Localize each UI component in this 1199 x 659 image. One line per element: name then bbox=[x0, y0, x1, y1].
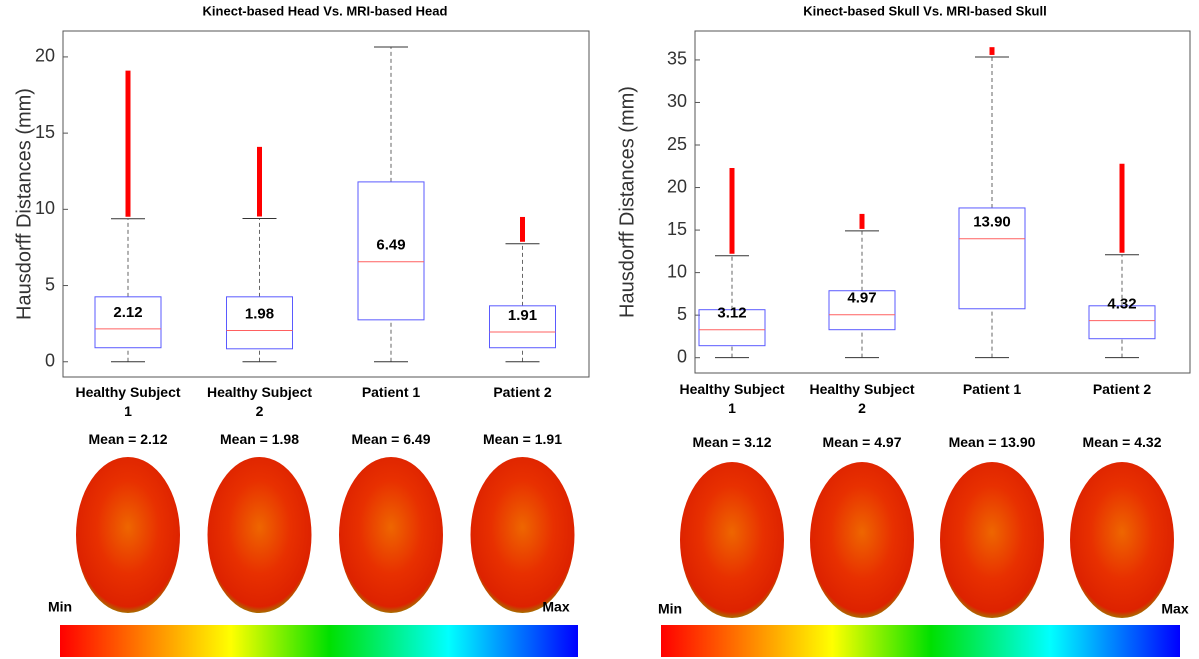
box bbox=[489, 305, 556, 349]
x-tick-label: Healthy Subject 1 bbox=[75, 384, 181, 419]
mean-annotation: Mean = 1.98 bbox=[220, 431, 299, 447]
chart-title: Kinect-based Skull Vs. MRI-based Skull bbox=[803, 3, 1046, 18]
mean-label: 2.12 bbox=[113, 304, 142, 321]
mean-annotation: Mean = 1.91 bbox=[483, 431, 562, 447]
mean-label: 4.97 bbox=[847, 290, 876, 307]
colorbar bbox=[60, 625, 578, 657]
mean-label: 1.91 bbox=[508, 307, 537, 324]
mean-annotation: Mean = 13.90 bbox=[948, 434, 1036, 450]
y-tick-label: 30 bbox=[667, 91, 687, 111]
y-tick-label: 0 bbox=[45, 351, 55, 371]
chart-title: Kinect-based Head Vs. MRI-based Head bbox=[203, 3, 448, 18]
heatmap-image bbox=[940, 462, 1044, 618]
heatmap-image bbox=[207, 457, 312, 613]
x-tick-label: Patient 1 bbox=[962, 381, 1022, 397]
y-tick-label: 15 bbox=[35, 122, 55, 142]
heatmap-image bbox=[76, 457, 180, 613]
heatmap-image bbox=[680, 462, 784, 618]
mean-annotation: Mean = 2.12 bbox=[88, 431, 168, 447]
box bbox=[94, 296, 162, 349]
box bbox=[226, 296, 293, 350]
mean-annotation: Mean = 4.97 bbox=[822, 434, 902, 450]
y-axis-label: Hausdorff Distances (mm) bbox=[616, 86, 638, 318]
y-tick-label: 10 bbox=[667, 261, 687, 281]
y-tick-label: 10 bbox=[35, 198, 55, 218]
mean-label: 13.90 bbox=[973, 214, 1011, 231]
mean-label: 1.98 bbox=[245, 305, 274, 322]
plot-frame bbox=[62, 30, 590, 378]
heatmap-image bbox=[339, 457, 443, 613]
heatmap-image bbox=[470, 457, 575, 613]
x-tick-label: Patient 2 bbox=[1092, 381, 1152, 397]
colorbar-max: Max bbox=[1161, 601, 1188, 617]
mean-label: 6.49 bbox=[376, 237, 405, 254]
x-tick-label: Healthy Subject 2 bbox=[809, 381, 915, 416]
y-axis-label: Hausdorff Distances (mm) bbox=[13, 88, 35, 320]
colorbar-min: Min bbox=[658, 601, 682, 617]
box bbox=[698, 309, 766, 347]
y-tick-label: 5 bbox=[677, 304, 687, 324]
mean-label: 4.32 bbox=[1107, 296, 1136, 313]
mean-annotation: Mean = 6.49 bbox=[351, 431, 431, 447]
plot-frame bbox=[694, 30, 1191, 374]
y-tick-label: 35 bbox=[667, 49, 687, 69]
mean-label: 3.12 bbox=[717, 305, 746, 322]
box bbox=[828, 290, 896, 331]
mean-annotation: Mean = 3.12 bbox=[692, 434, 772, 450]
y-tick-label: 20 bbox=[35, 46, 55, 66]
y-tick-label: 5 bbox=[45, 274, 55, 294]
x-tick-label: Patient 1 bbox=[361, 384, 421, 400]
colorbar-min: Min bbox=[48, 599, 72, 615]
box bbox=[357, 181, 425, 321]
x-tick-label: Healthy Subject 1 bbox=[679, 381, 785, 416]
heatmap-image bbox=[810, 462, 914, 618]
y-tick-label: 0 bbox=[677, 346, 687, 366]
heatmap-image bbox=[1070, 462, 1174, 618]
mean-annotation: Mean = 4.32 bbox=[1082, 434, 1162, 450]
colorbar bbox=[661, 625, 1180, 657]
box bbox=[958, 207, 1026, 310]
colorbar-max: Max bbox=[542, 599, 569, 615]
y-tick-label: 25 bbox=[667, 134, 687, 154]
box bbox=[1088, 305, 1156, 340]
y-tick-label: 20 bbox=[667, 176, 687, 196]
x-tick-label: Patient 2 bbox=[493, 384, 552, 400]
x-tick-label: Healthy Subject 2 bbox=[206, 384, 313, 419]
y-tick-label: 15 bbox=[667, 219, 687, 239]
